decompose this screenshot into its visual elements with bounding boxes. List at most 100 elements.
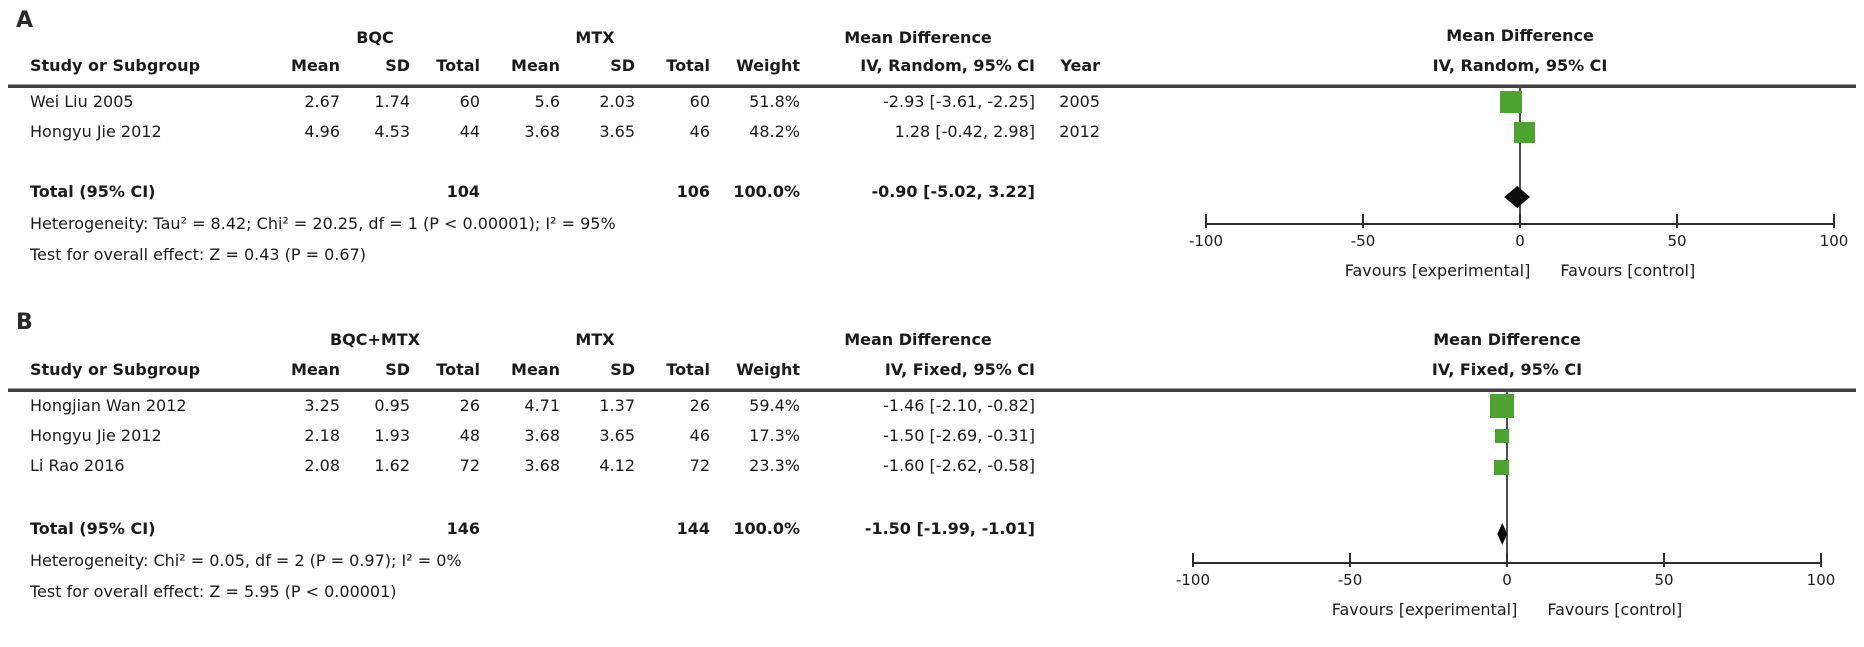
cell-sd1: 1.93 (374, 426, 410, 445)
cell-year: 2005 (1059, 92, 1100, 111)
plot-title-line1-a: Mean Difference (1446, 26, 1594, 45)
study-row: Hongyu Jie 2012 2.18 1.93 48 3.68 3.65 4… (8, 426, 1138, 445)
total-row-a: Total (95% CI) 104 106 100.0% -0.90 [-5.… (8, 182, 1138, 201)
cell-year: 2012 (1059, 122, 1100, 141)
study-row: Wei Liu 2005 2.67 1.74 60 5.6 2.03 60 51… (8, 92, 1138, 111)
overall-effect-text-b: Test for overall effect: Z = 5.95 (P < 0… (30, 582, 397, 601)
cell-weight: 23.3% (749, 456, 800, 475)
header-rule-b (8, 388, 1856, 392)
column-header-row-b: Study or Subgroup Mean SD Total Mean SD … (8, 360, 1138, 379)
favours-control-label: Favours [control] (1547, 600, 1683, 619)
favours-labels: Favours [experimental] Favours [control] (1345, 261, 1695, 280)
x-axis-tick (1820, 553, 1822, 567)
cell-sd1: 1.74 (374, 92, 410, 111)
cell-weight: 51.8% (749, 92, 800, 111)
col-header-year: Year (1060, 56, 1100, 75)
cell-sd2: 3.65 (599, 426, 635, 445)
cell-total2: 46 (689, 122, 710, 141)
group-header-experimental-a: BQC (356, 28, 394, 47)
x-axis-tick (1833, 214, 1835, 228)
x-axis-tick-label: 100 (1806, 571, 1836, 589)
total-n-experimental: 104 (446, 182, 480, 201)
col-header-sd2: SD (610, 360, 635, 379)
plot-title-line2-b: IV, Fixed, 95% CI (1431, 360, 1583, 379)
col-header-total1: Total (436, 56, 480, 75)
effect-square-marker (1494, 459, 1510, 475)
group-header-control-a: MTX (575, 28, 615, 47)
total-label: Total (95% CI) (30, 182, 156, 201)
x-axis-tick-label: -50 (1337, 571, 1363, 589)
cell-total1: 60 (459, 92, 480, 111)
cell-sd2: 4.12 (599, 456, 635, 475)
cell-ci: -2.93 [-3.61, -2.25] (883, 92, 1035, 111)
total-ci: -1.50 [-1.99, -1.01] (864, 519, 1035, 538)
study-row: Hongyu Jie 2012 4.96 4.53 44 3.68 3.65 4… (8, 122, 1138, 141)
x-axis-tick-label: 100 (1819, 232, 1849, 250)
col-header-mean2: Mean (511, 56, 560, 75)
cell-mean1: 4.96 (304, 122, 340, 141)
cell-sd1: 4.53 (374, 122, 410, 141)
study-row: Hongjian Wan 2012 3.25 0.95 26 4.71 1.37… (8, 396, 1138, 415)
col-header-weight: Weight (736, 56, 800, 75)
effect-square-marker (1490, 394, 1515, 418)
cell-total1: 72 (459, 456, 480, 475)
x-axis-tick-label: 50 (1654, 571, 1674, 589)
effect-square-marker (1513, 121, 1535, 143)
study-row: Li Rao 2016 2.08 1.62 72 3.68 4.12 72 23… (8, 456, 1138, 475)
zero-line (1506, 391, 1508, 563)
effect-square-marker (1495, 429, 1510, 443)
cell-mean2: 4.71 (524, 396, 560, 415)
cell-sd2: 1.37 (599, 396, 635, 415)
x-axis-tick (1519, 214, 1521, 228)
pooled-diamond-marker (1504, 186, 1531, 208)
overall-effect-text-a: Test for overall effect: Z = 0.43 (P = 0… (30, 245, 366, 264)
col-header-sd1: SD (385, 360, 410, 379)
cell-total2: 72 (689, 456, 710, 475)
col-header-sd1: SD (385, 56, 410, 75)
total-n-control: 144 (676, 519, 710, 538)
study-name: Hongyu Jie 2012 (30, 426, 162, 445)
x-axis-tick-label: -50 (1350, 232, 1376, 250)
cell-mean2: 3.68 (524, 426, 560, 445)
x-axis-tick (1205, 214, 1207, 228)
x-axis-tick (1663, 553, 1665, 567)
x-axis-tick (1192, 553, 1194, 567)
col-header-sd2: SD (610, 56, 635, 75)
total-row-b: Total (95% CI) 146 144 100.0% -1.50 [-1.… (8, 519, 1138, 538)
cell-mean2: 3.68 (524, 456, 560, 475)
cell-weight: 48.2% (749, 122, 800, 141)
panel-b-label: B (16, 310, 33, 335)
cell-mean1: 2.67 (304, 92, 340, 111)
col-header-total1: Total (436, 360, 480, 379)
effect-header-line1-a: Mean Difference (844, 28, 992, 47)
col-header-effect-ci: IV, Fixed, 95% CI (884, 360, 1035, 379)
col-header-mean1: Mean (291, 56, 340, 75)
group-header-control-b: MTX (575, 330, 615, 349)
favours-labels: Favours [experimental] Favours [control] (1332, 600, 1682, 619)
cell-weight: 59.4% (749, 396, 800, 415)
heterogeneity-text-b: Heterogeneity: Chi² = 0.05, df = 2 (P = … (30, 551, 462, 570)
heterogeneity-text-a: Heterogeneity: Tau² = 8.42; Chi² = 20.25… (30, 214, 616, 233)
panel-a-label: A (16, 8, 34, 33)
x-axis-tick (1349, 553, 1351, 567)
cell-mean2: 3.68 (524, 122, 560, 141)
cell-total1: 44 (459, 122, 480, 141)
cell-ci: -1.60 [-2.62, -0.58] (883, 456, 1035, 475)
x-axis-tick (1506, 553, 1508, 567)
cell-weight: 17.3% (749, 426, 800, 445)
cell-ci: -1.46 [-2.10, -0.82] (883, 396, 1035, 415)
x-axis-tick-label: 0 (1515, 232, 1525, 250)
pooled-diamond-marker (1497, 523, 1508, 545)
x-axis-tick-label: 0 (1502, 571, 1512, 589)
col-header-study: Study or Subgroup (30, 360, 201, 379)
cell-mean1: 2.18 (304, 426, 340, 445)
plot-title-line2-a: IV, Random, 95% CI (1432, 56, 1608, 75)
x-axis-tick-label: -100 (1188, 232, 1224, 250)
study-name: Wei Liu 2005 (30, 92, 134, 111)
col-header-study: Study or Subgroup (30, 56, 201, 75)
cell-total2: 46 (689, 426, 710, 445)
cell-ci: -1.50 [-2.69, -0.31] (883, 426, 1035, 445)
column-header-row-a: Study or Subgroup Mean SD Total Mean SD … (8, 56, 1138, 75)
total-weight: 100.0% (733, 519, 800, 538)
